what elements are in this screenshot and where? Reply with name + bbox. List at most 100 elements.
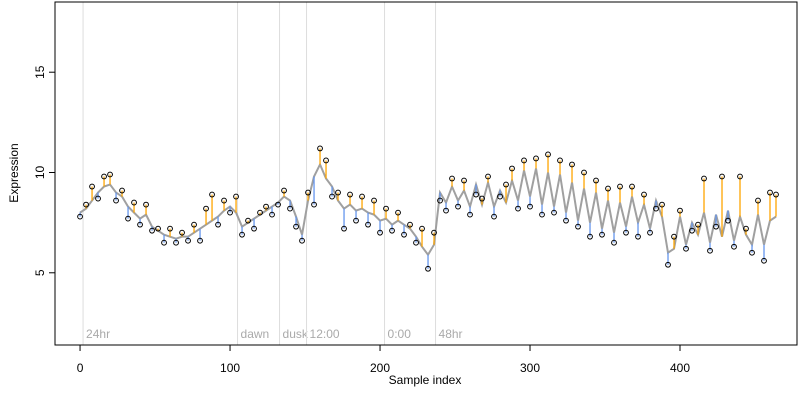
point <box>227 209 233 216</box>
point <box>149 227 155 234</box>
point <box>581 169 587 176</box>
point <box>101 173 107 180</box>
annotation-label: 0:00 <box>388 327 412 341</box>
point <box>521 157 527 164</box>
y-tick-label: 15 <box>33 65 47 79</box>
point <box>407 221 413 228</box>
point <box>437 197 443 204</box>
point <box>647 229 653 236</box>
point <box>599 231 605 238</box>
point <box>419 225 425 232</box>
annotation-label: dusk <box>283 327 309 341</box>
point <box>251 225 257 232</box>
point <box>221 197 227 204</box>
point <box>215 221 221 228</box>
point <box>467 211 473 218</box>
point <box>503 181 509 188</box>
point <box>557 157 563 164</box>
annotation-label: 24hr <box>86 327 110 341</box>
point <box>209 191 215 198</box>
point <box>653 205 659 212</box>
point <box>425 265 431 272</box>
point <box>725 217 731 224</box>
point <box>617 183 623 190</box>
point <box>677 207 683 214</box>
point <box>167 225 173 232</box>
point <box>287 205 293 212</box>
point <box>761 257 767 264</box>
x-tick-label: 300 <box>520 361 540 375</box>
point <box>143 201 149 208</box>
point <box>377 229 383 236</box>
point <box>563 217 569 224</box>
point <box>335 189 341 196</box>
point <box>233 193 239 200</box>
point <box>551 209 557 216</box>
annotation-label: 48hr <box>439 327 463 341</box>
point <box>299 237 305 244</box>
point <box>131 199 137 206</box>
point <box>239 231 245 238</box>
point <box>497 193 503 200</box>
point <box>533 155 539 162</box>
point <box>749 249 755 256</box>
y-tick-label: 5 <box>33 269 47 276</box>
point <box>353 217 359 224</box>
point <box>473 191 479 198</box>
point <box>683 245 689 252</box>
point <box>593 177 599 184</box>
point <box>137 221 143 228</box>
point <box>713 223 719 230</box>
point <box>671 233 677 240</box>
point <box>689 227 695 234</box>
point <box>179 229 185 236</box>
point <box>569 161 575 168</box>
point <box>515 205 521 212</box>
y-tick-label: 10 <box>33 166 47 180</box>
point <box>635 233 641 240</box>
point <box>611 239 617 246</box>
point <box>389 227 395 234</box>
point <box>701 175 707 182</box>
point <box>371 197 377 204</box>
point <box>173 239 179 246</box>
point <box>731 243 737 250</box>
point <box>743 225 749 232</box>
point <box>311 201 317 208</box>
point <box>293 223 299 230</box>
point <box>695 221 701 228</box>
point <box>107 171 113 178</box>
point <box>269 211 275 218</box>
point <box>413 239 419 246</box>
y-axis-label: Expression <box>7 143 21 202</box>
x-axis-label: Sample index <box>389 373 462 387</box>
point <box>659 201 665 208</box>
point <box>95 195 101 202</box>
point <box>263 203 269 210</box>
point <box>83 201 89 208</box>
point <box>479 195 485 202</box>
point <box>509 165 515 172</box>
point <box>461 177 467 184</box>
point <box>203 205 209 212</box>
point <box>665 261 671 268</box>
point <box>119 187 125 194</box>
point <box>275 201 281 208</box>
point <box>347 191 353 198</box>
point <box>77 213 83 220</box>
point <box>185 237 191 244</box>
point <box>539 211 545 218</box>
point <box>485 173 491 180</box>
point <box>191 221 197 228</box>
point <box>449 175 455 182</box>
point <box>323 157 329 164</box>
point <box>431 229 437 236</box>
point <box>395 209 401 216</box>
point <box>491 213 497 220</box>
point <box>383 205 389 212</box>
point <box>545 151 551 158</box>
point <box>197 237 203 244</box>
point <box>629 183 635 190</box>
x-tick-label: 400 <box>670 361 690 375</box>
